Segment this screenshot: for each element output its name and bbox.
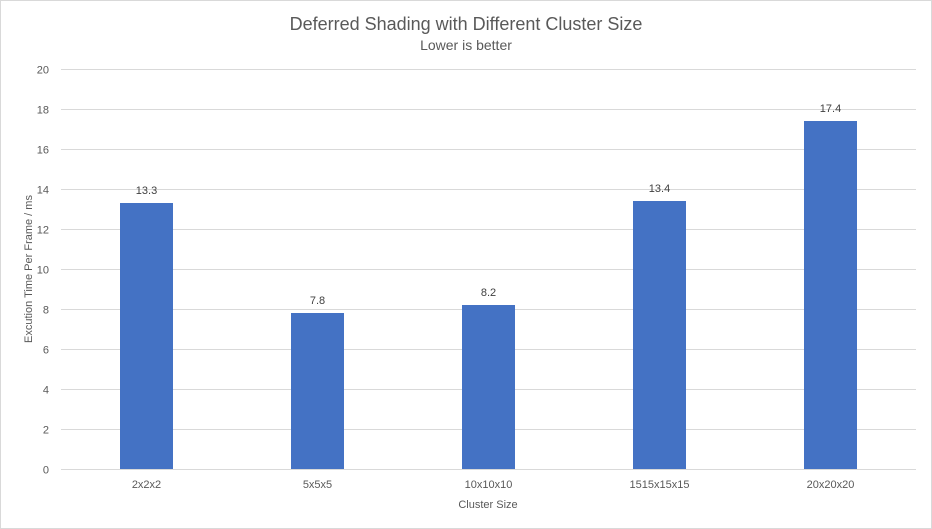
y-tick-label: 4 (43, 385, 49, 397)
y-tick-label: 0 (43, 465, 49, 477)
bar (291, 313, 344, 469)
data-label: 13.3 (136, 185, 157, 197)
chart-title: Deferred Shading with Different Cluster … (290, 14, 643, 34)
x-axis-title: Cluster Size (458, 499, 517, 511)
data-labels: 13.3 7.8 8.2 13.4 17.4 (136, 103, 841, 307)
y-tick-label: 16 (37, 145, 49, 157)
y-tick-label: 8 (43, 305, 49, 317)
bar (462, 305, 515, 469)
y-tick-label: 10 (37, 265, 49, 277)
x-tick-label: 20x20x20 (807, 479, 855, 491)
x-tick-label: 10x10x10 (465, 479, 513, 491)
bar (120, 203, 173, 469)
data-label: 7.8 (310, 295, 325, 307)
data-label: 8.2 (481, 287, 496, 299)
y-tick-label: 14 (37, 185, 49, 197)
y-tick-label: 18 (37, 105, 49, 117)
y-tick-labels: 0 2 4 6 8 10 12 14 16 18 20 (37, 65, 49, 477)
y-tick-label: 2 (43, 425, 49, 437)
y-tick-label: 12 (37, 225, 49, 237)
chart-subtitle: Lower is better (420, 37, 512, 53)
gridlines (61, 69, 916, 430)
bar (804, 121, 857, 469)
bar-series (120, 121, 857, 469)
y-axis-title: Excution Time Per Frame / ms (23, 195, 35, 343)
x-tick-label: 5x5x5 (303, 479, 332, 491)
y-tick-label: 6 (43, 345, 49, 357)
data-label: 17.4 (820, 103, 841, 115)
x-tick-label: 2x2x2 (132, 479, 161, 491)
bar (633, 201, 686, 469)
x-tick-labels: 2x2x2 5x5x5 10x10x10 1515x15x15 20x20x20 (132, 479, 855, 491)
data-label: 13.4 (649, 183, 670, 195)
x-tick-label: 1515x15x15 (630, 479, 690, 491)
y-tick-label: 20 (37, 65, 49, 77)
